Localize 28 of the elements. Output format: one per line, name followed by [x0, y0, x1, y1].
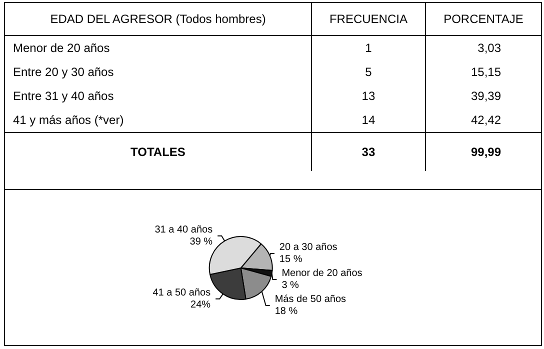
text: 13	[312, 84, 426, 108]
slice-label: Más de 50 años	[274, 294, 346, 306]
text: 5	[312, 60, 426, 84]
slice-label: 31 a 40 años	[154, 224, 213, 236]
data-label: 18 %	[274, 306, 298, 318]
text: 99,99	[425, 132, 541, 171]
text: 33	[312, 132, 426, 171]
text: EDAD DEL AGRESOR (Todos hombres)	[5, 3, 312, 36]
text: 39,39	[425, 84, 541, 108]
text: 15,15	[425, 60, 541, 84]
text: 1	[312, 36, 426, 60]
text: Entre 31 y 40 años	[12, 88, 115, 105]
text: 14	[312, 108, 426, 132]
data-label: 24%	[190, 299, 211, 310]
data-label: 3 %	[282, 280, 300, 292]
text: Menor de 20 años	[12, 40, 111, 57]
text: 3,03	[425, 36, 541, 60]
text: PORCENTAJE	[425, 3, 541, 36]
slice-label: Menor de 20 años	[282, 268, 362, 280]
text: TOTALES	[5, 132, 312, 171]
text: Entre 20 y 30 años	[12, 64, 115, 81]
data-label: 39 %	[190, 236, 213, 248]
text: 42,42	[425, 108, 541, 132]
data-label: 15 %	[279, 254, 302, 266]
slice-label: 20 a 30 años	[279, 242, 338, 254]
text: 41 y más años (*ver)	[12, 112, 125, 129]
slice-label: 41 a 50 años	[152, 287, 211, 298]
text: FRECUENCIA	[312, 3, 426, 36]
